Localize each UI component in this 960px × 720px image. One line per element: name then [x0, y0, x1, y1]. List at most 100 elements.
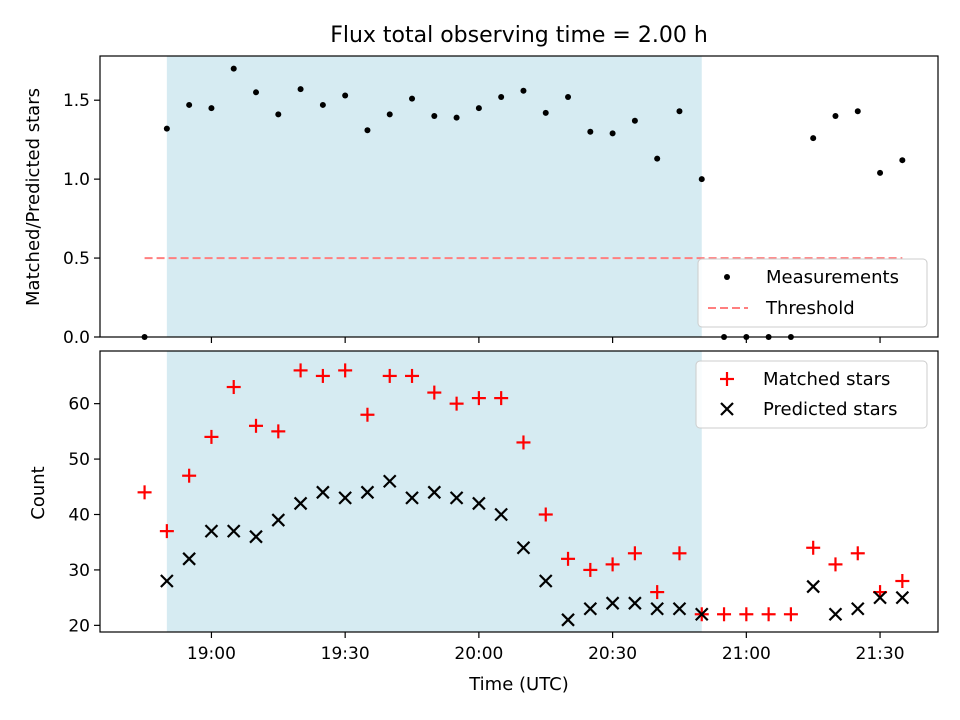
matched-star-point: [204, 429, 219, 444]
predicted-marker-b: [382, 474, 397, 489]
top-y-tick-label: 1.5: [63, 91, 90, 111]
matched-star-point: [672, 546, 687, 561]
predicted-star-point: [561, 613, 575, 627]
predicted-star-point: [516, 540, 531, 555]
matched-star-point: [583, 562, 598, 577]
predicted-star-point: [850, 601, 865, 616]
predicted-star-point: [382, 474, 397, 489]
predicted-star-point: [293, 496, 308, 511]
top-y-tick-label: 0.0: [63, 328, 90, 348]
matched-star-point: [895, 574, 910, 589]
bottom-y-ticks: 20 30 40 50 60: [68, 395, 100, 636]
measurement-point: [319, 101, 326, 108]
predicted-marker-b: [806, 579, 820, 594]
predicted-star-point: [249, 529, 263, 544]
matched-star-point: [627, 546, 642, 561]
predicted-star-point: [583, 601, 598, 616]
measurement-points: [141, 65, 906, 340]
matched-star-point: [315, 368, 330, 383]
x-tick-label: 19:00: [187, 644, 236, 664]
measurement-point: [453, 114, 460, 121]
predicted-star-point: [650, 601, 664, 616]
predicted-star-point: [338, 491, 352, 505]
predicted-star-point: [494, 507, 508, 522]
predicted-marker-b: [316, 485, 330, 500]
predicted-marker-b: [427, 485, 442, 500]
legend-threshold-label: Threshold: [765, 298, 855, 319]
matched-star-point: [249, 418, 264, 433]
predicted-marker-b: [405, 491, 419, 505]
matched-star-point: [382, 368, 397, 383]
matched-star-point: [494, 391, 509, 406]
legend-matched-label: Matched stars: [763, 369, 890, 390]
measurement-point: [832, 112, 839, 119]
top-legend-box: [697, 258, 928, 328]
predicted-star-point: [694, 607, 709, 622]
matched-star-point: [449, 396, 464, 411]
measurement-point: [854, 108, 861, 115]
measurement-point: [631, 117, 638, 124]
x-tick-label: 20:30: [588, 644, 637, 664]
measurement-point: [698, 176, 705, 183]
predicted-star-points: [160, 474, 910, 627]
predicted-star-point: [449, 491, 464, 505]
predicted-marker-b: [873, 590, 887, 605]
predicted-star-point: [160, 574, 174, 588]
top-observing-window: [166, 56, 702, 337]
x-tick-label: 19:30: [321, 644, 370, 664]
measurement-point: [186, 101, 193, 108]
predicted-marker-b: [472, 496, 486, 511]
top-y-axis-label: Matched/Predicted stars: [23, 88, 44, 306]
top-x-ticks: [210, 337, 881, 343]
matched-star-point: [471, 391, 486, 406]
measurement-point: [565, 94, 572, 101]
predicted-star-point: [226, 524, 241, 538]
top-y-ticks: 0.0 0.5 1.0 1.5: [63, 91, 100, 348]
measurement-point: [475, 105, 482, 112]
bottom-legend-box: [695, 360, 928, 429]
matched-star-point: [650, 585, 665, 600]
matched-star-point: [761, 607, 776, 622]
measurement-point: [230, 65, 237, 72]
matched-star-points: [137, 363, 910, 622]
top-y-tick-label: 1.0: [63, 170, 90, 190]
matched-star-point: [538, 507, 553, 522]
predicted-marker-b: [828, 607, 843, 622]
predicted-marker-b: [895, 590, 910, 605]
measurement-point: [275, 111, 282, 118]
legend-measurements-label: Measurements: [766, 267, 899, 288]
predicted-star-point: [828, 607, 843, 622]
matched-star-point: [405, 368, 420, 383]
predicted-marker-b: [605, 596, 620, 610]
bottom-x-ticks: 19:00 19:30 20:00 20:30 21:00 21:30: [187, 632, 905, 664]
matched-star-point: [293, 363, 308, 378]
bottom-y-tick-label: 40: [68, 506, 90, 526]
predicted-star-point: [182, 552, 196, 566]
predicted-star-point: [895, 590, 910, 605]
measurement-point: [899, 157, 906, 164]
measurement-point: [520, 87, 527, 94]
predicted-marker-b: [293, 496, 308, 511]
predicted-marker-b: [694, 607, 709, 622]
measurement-point: [297, 86, 304, 93]
matched-star-point: [360, 407, 375, 422]
measurement-point: [676, 108, 683, 115]
x-tick-label: 21:30: [856, 644, 905, 664]
predicted-marker-b: [516, 540, 531, 555]
measurement-point: [208, 105, 215, 112]
matched-star-point: [137, 485, 152, 500]
matched-star-point: [605, 557, 620, 572]
chart-title: Flux total observing time = 2.00 h: [330, 23, 708, 48]
matched-star-point: [338, 363, 353, 378]
bottom-y-tick-label: 50: [68, 450, 90, 470]
top-legend: Measurements Threshold: [697, 258, 928, 328]
matched-star-point: [427, 385, 442, 400]
matched-star-point: [159, 524, 174, 539]
measurement-point: [609, 130, 616, 137]
predicted-marker-b: [182, 552, 196, 566]
predicted-marker-b: [249, 529, 263, 544]
matched-star-point: [226, 380, 241, 395]
top-panel: 0.0 0.5 1.0 1.5 Matched/Predicted stars Mea…: [23, 55, 939, 348]
predicted-star-point: [873, 590, 887, 605]
measurement-point: [342, 92, 349, 99]
